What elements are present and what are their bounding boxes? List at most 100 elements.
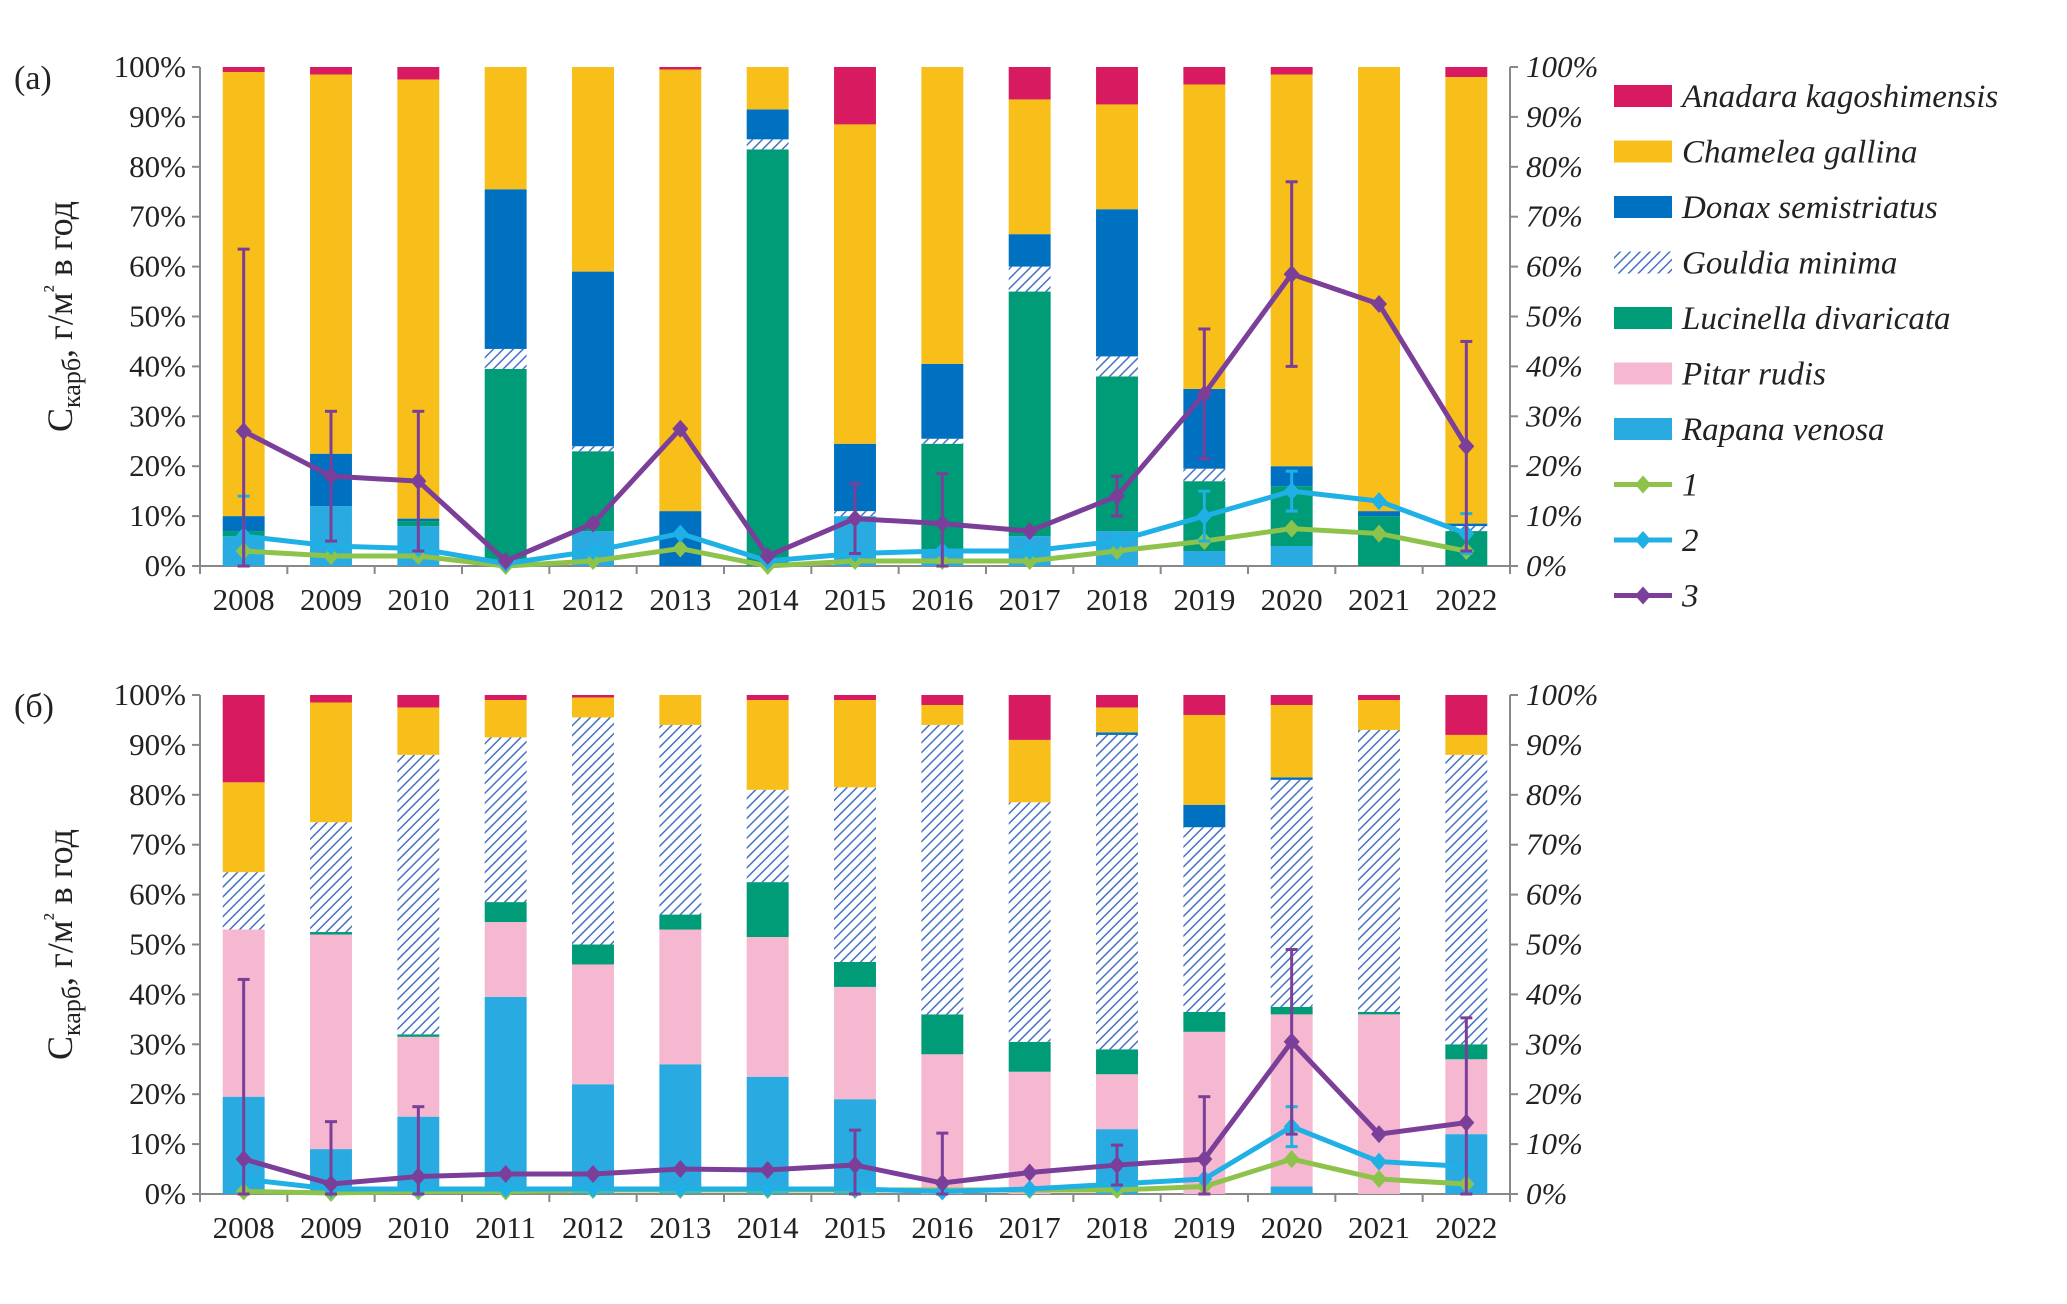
x-tick-label: 2017 <box>999 582 1061 617</box>
x-tick-label: 2013 <box>649 582 711 617</box>
series-marker-3 <box>759 547 776 566</box>
series-marker-3 <box>847 509 863 528</box>
bar-segment <box>222 695 265 783</box>
bar-segment <box>484 348 527 369</box>
bar-segment <box>1270 67 1313 75</box>
x-tick-label: 2021 <box>1348 1210 1410 1245</box>
series-marker-3 <box>1458 1113 1475 1132</box>
bar-segment <box>834 695 876 700</box>
y-axis-label: Скарб, г/м² в год <box>40 829 86 1060</box>
series-marker-2 <box>1371 492 1387 511</box>
y-tick-label-right: 90% <box>1526 99 1583 134</box>
bar-segment <box>310 695 352 703</box>
legend-item: Gouldia minima <box>1614 246 1897 282</box>
y-tick-label: 50% <box>129 927 186 962</box>
bar-segment <box>572 446 614 452</box>
bar-segment <box>1096 209 1138 357</box>
series-marker-3 <box>410 472 427 491</box>
panel-1: (а) Скарб, г/м² в год 0% 0% 10% 10% 20% 20% 30% 3… <box>14 49 1598 617</box>
x-tick-label: 2012 <box>562 582 624 617</box>
y-tick-label: 10% <box>129 498 186 533</box>
series-marker-2 <box>672 1180 689 1199</box>
bar-segment <box>834 787 876 962</box>
series-marker-3 <box>759 1161 776 1180</box>
series-marker-3 <box>1196 1150 1213 1169</box>
series-marker-1 <box>585 552 601 571</box>
bar-segment <box>921 1014 964 1055</box>
x-tick-label: 2008 <box>213 1210 275 1245</box>
bar-segment <box>1008 291 1051 537</box>
bar-segment <box>746 109 789 140</box>
bar-segment <box>1183 714 1226 805</box>
y-tick-label-right: 20% <box>1526 1076 1583 1111</box>
bar-segment <box>572 271 614 447</box>
y-tick-label-right: 50% <box>1526 927 1583 962</box>
y-tick-label: 70% <box>129 199 186 234</box>
bar-segment <box>746 937 789 1077</box>
series-marker-1 <box>672 539 689 558</box>
bar-segment <box>572 717 614 945</box>
bar-segment <box>397 695 440 708</box>
x-tick-label: 2018 <box>1086 582 1148 617</box>
legend-item: 2 <box>1614 523 1699 559</box>
y-tick-label: 10% <box>129 1126 186 1161</box>
bar-segment <box>1358 511 1400 517</box>
bar-segment <box>572 697 614 718</box>
bar-segment <box>484 67 527 190</box>
series-marker-2 <box>1371 1152 1387 1171</box>
x-tick-label: 2017 <box>999 1210 1061 1245</box>
bar-segment <box>222 782 265 873</box>
bar-segment <box>1445 67 1488 77</box>
y-tick-label-right: 10% <box>1526 1126 1583 1161</box>
bar-segment <box>834 699 876 788</box>
legend-label: Anadara kagoshimensis <box>1680 79 1998 115</box>
series-marker-3 <box>585 514 601 533</box>
bar-segment <box>484 922 527 997</box>
bar-segment <box>746 789 789 883</box>
series-marker-3 <box>1109 1156 1125 1175</box>
bar-segment <box>310 822 352 933</box>
legend-marker <box>1635 531 1651 549</box>
legend-marker <box>1635 586 1651 605</box>
bar-segment <box>659 929 702 1065</box>
y-tick-label: 50% <box>129 299 186 334</box>
y-tick-label: 20% <box>129 448 186 483</box>
legend-swatch <box>1614 307 1672 329</box>
bar-segment <box>746 882 789 938</box>
bar-segment <box>397 1034 440 1037</box>
bar-segment <box>1183 695 1226 715</box>
y-axis-label: Скарб, г/м² в год <box>40 201 86 432</box>
y-tick-label-right: 60% <box>1526 877 1583 912</box>
x-tick-label: 2022 <box>1435 582 1497 617</box>
bar-segment <box>1096 67 1138 105</box>
x-tick-label: 2008 <box>213 582 275 617</box>
legend-label: Gouldia minima <box>1682 246 1897 282</box>
x-tick-label: 2019 <box>1173 1210 1235 1245</box>
bar-segment <box>484 189 527 349</box>
bar-segment <box>1008 266 1051 292</box>
series-marker-2 <box>1021 1180 1038 1199</box>
bar-segment <box>659 67 702 70</box>
bar-segment <box>222 67 265 72</box>
y-tick-label-right: 80% <box>1526 777 1583 812</box>
bar-segment <box>1183 1011 1226 1032</box>
panel-2: (б) Скарб, г/м² в год 0% 0% 10% 10% 20% 20% 30% 3… <box>14 677 1598 1245</box>
series-marker-2 <box>1196 507 1213 526</box>
y-tick-label: 90% <box>129 727 186 762</box>
y-tick-label: 0% <box>145 548 186 583</box>
y-tick-label: 70% <box>129 827 186 862</box>
legend-label: 1 <box>1682 468 1699 504</box>
bar-segment <box>1096 356 1138 377</box>
bar-segment <box>310 74 352 454</box>
y-tick-label-right: 50% <box>1526 299 1583 334</box>
bar-segment <box>1096 104 1138 210</box>
series-marker-2 <box>1021 542 1038 561</box>
y-tick-label-right: 0% <box>1526 1176 1567 1211</box>
y-tick-label-right: 70% <box>1526 827 1583 862</box>
legend-label: Pitar rudis <box>1681 357 1826 393</box>
x-tick-label: 2013 <box>649 1210 711 1245</box>
series-marker-3 <box>497 552 514 571</box>
y-tick-label: 40% <box>129 976 186 1011</box>
bar-segment <box>1096 1074 1138 1130</box>
bar-segment <box>921 704 964 725</box>
